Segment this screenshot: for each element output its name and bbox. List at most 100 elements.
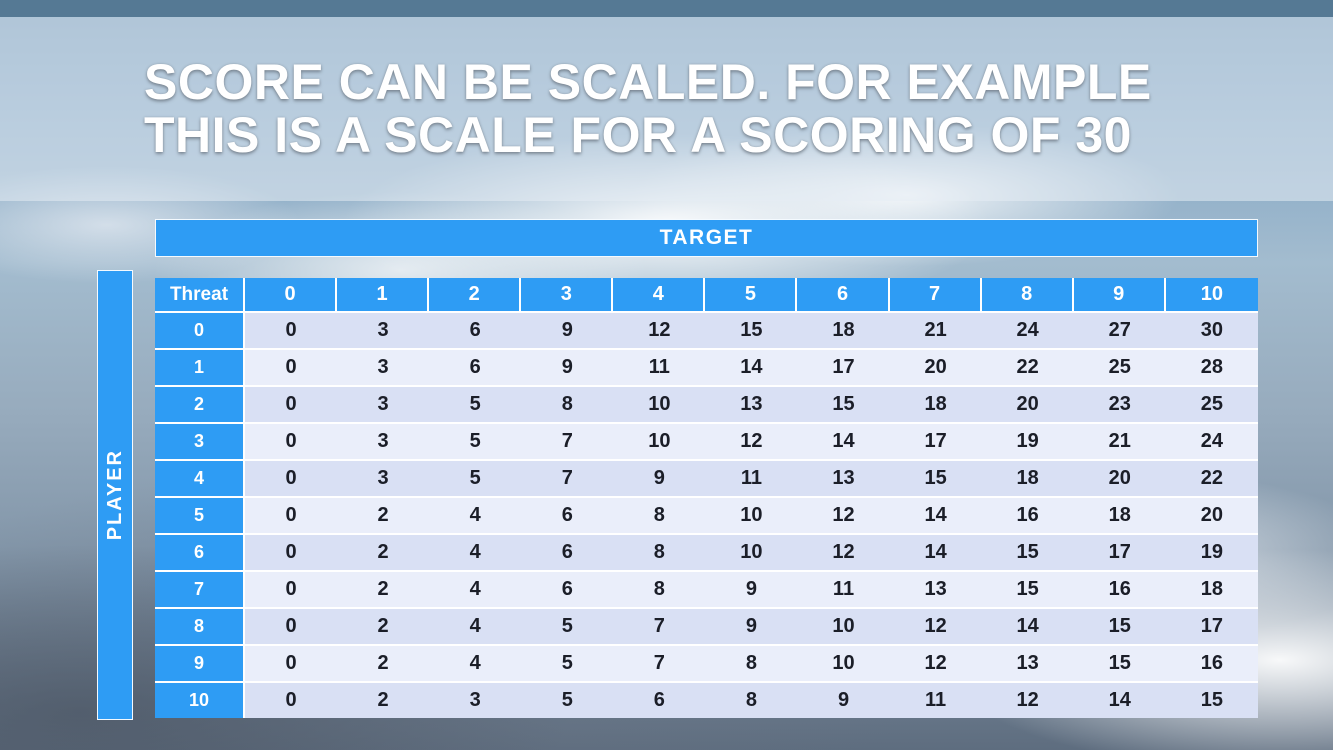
score-cell: 9 [521,350,614,387]
score-cell: 0 [245,498,338,535]
score-cell: 15 [889,461,982,498]
table-row: 9 0 2 4 5 7 8 10 12 13 15 16 [155,646,1258,683]
score-cell: 6 [613,683,706,718]
score-cell: 14 [889,498,982,535]
score-cell: 4 [429,646,522,683]
score-cell: 2 [337,535,430,572]
score-cell: 12 [797,535,890,572]
table-header-row: Threat 0 1 2 3 4 5 6 7 8 9 10 [155,278,1258,313]
table-row: 0 0 3 6 9 12 15 18 21 24 27 30 [155,313,1258,350]
score-cell: 6 [429,350,522,387]
table-body: 0 0 3 6 9 12 15 18 21 24 27 30 1 0 3 6 9 11 14 17 20 22 25 28 2 0… [155,313,1258,718]
score-cell: 17 [1165,609,1258,646]
score-cell: 7 [613,646,706,683]
score-cell: 8 [613,572,706,609]
score-cell: 15 [981,572,1074,609]
row-header-cell: 1 [155,350,245,387]
score-cell: 10 [705,535,798,572]
table-row: 2 0 3 5 8 10 13 15 18 20 23 25 [155,387,1258,424]
score-cell: 2 [337,498,430,535]
row-header-cell: 6 [155,535,245,572]
table-row: 3 0 3 5 7 10 12 14 17 19 21 24 [155,424,1258,461]
score-cell: 6 [521,572,614,609]
score-cell: 20 [1073,461,1166,498]
score-cell: 8 [705,683,798,718]
score-cell: 2 [337,572,430,609]
score-cell: 23 [1073,387,1166,424]
score-cell: 16 [981,498,1074,535]
table-row: 7 0 2 4 6 8 9 11 13 15 16 18 [155,572,1258,609]
score-cell: 10 [705,498,798,535]
score-cell: 11 [613,350,706,387]
score-cell: 15 [797,387,890,424]
score-cell: 8 [613,498,706,535]
row-header-cell: 5 [155,498,245,535]
score-cell: 14 [705,350,798,387]
score-cell: 8 [613,535,706,572]
target-axis-label-text: TARGET [659,226,754,249]
row-header-cell: 10 [155,683,245,718]
score-cell: 5 [521,646,614,683]
column-header-cell: 0 [245,278,338,313]
score-cell: 13 [889,572,982,609]
column-header-cell: 5 [705,278,798,313]
score-cell: 6 [521,498,614,535]
score-cell: 18 [1073,498,1166,535]
score-cell: 0 [245,646,338,683]
score-cell: 13 [705,387,798,424]
table-row: 8 0 2 4 5 7 9 10 12 14 15 17 [155,609,1258,646]
row-header-cell: 7 [155,572,245,609]
score-cell: 16 [1165,646,1258,683]
score-cell: 10 [613,387,706,424]
score-cell: 9 [705,609,798,646]
score-cell: 15 [1073,609,1166,646]
score-cell: 5 [429,424,522,461]
score-cell: 4 [429,572,522,609]
score-cell: 14 [889,535,982,572]
corner-header-threat: Threat [155,278,245,313]
score-cell: 14 [981,609,1074,646]
score-cell: 15 [1073,646,1166,683]
score-cell: 9 [521,313,614,350]
row-header-cell: 3 [155,424,245,461]
score-table: Threat 0 1 2 3 4 5 6 7 8 9 10 0 0 3 6 9 12 15 18 21 24 27 30 1… [155,278,1258,718]
score-cell: 11 [889,683,982,718]
score-table-container: Threat 0 1 2 3 4 5 6 7 8 9 10 0 0 3 6 9 12 15 18 21 24 27 30 1… [155,278,1258,718]
score-cell: 25 [1165,387,1258,424]
score-cell: 9 [705,572,798,609]
score-cell: 0 [245,461,338,498]
score-cell: 15 [705,313,798,350]
score-cell: 10 [613,424,706,461]
score-cell: 12 [981,683,1074,718]
score-cell: 5 [521,683,614,718]
score-cell: 21 [1073,424,1166,461]
score-cell: 5 [429,461,522,498]
score-cell: 20 [1165,498,1258,535]
row-header-cell: 2 [155,387,245,424]
score-cell: 13 [797,461,890,498]
score-cell: 25 [1073,350,1166,387]
score-cell: 18 [889,387,982,424]
score-cell: 18 [1165,572,1258,609]
score-cell: 9 [797,683,890,718]
score-cell: 3 [337,461,430,498]
score-cell: 7 [521,424,614,461]
score-cell: 2 [337,683,430,718]
score-cell: 4 [429,498,522,535]
score-cell: 13 [981,646,1074,683]
score-cell: 8 [705,646,798,683]
score-cell: 4 [429,609,522,646]
slide-title-line-1: SCORE CAN BE SCALED. FOR EXAMPLE [144,54,1152,110]
score-cell: 0 [245,350,338,387]
column-header-cell: 4 [613,278,706,313]
score-cell: 3 [337,350,430,387]
table-row: 5 0 2 4 6 8 10 12 14 16 18 20 [155,498,1258,535]
score-cell: 11 [797,572,890,609]
score-cell: 3 [429,683,522,718]
column-header-cell: 2 [429,278,522,313]
score-cell: 12 [889,646,982,683]
player-axis-label-text: PLAYER [103,449,126,541]
column-header-cell: 6 [797,278,890,313]
score-cell: 24 [981,313,1074,350]
